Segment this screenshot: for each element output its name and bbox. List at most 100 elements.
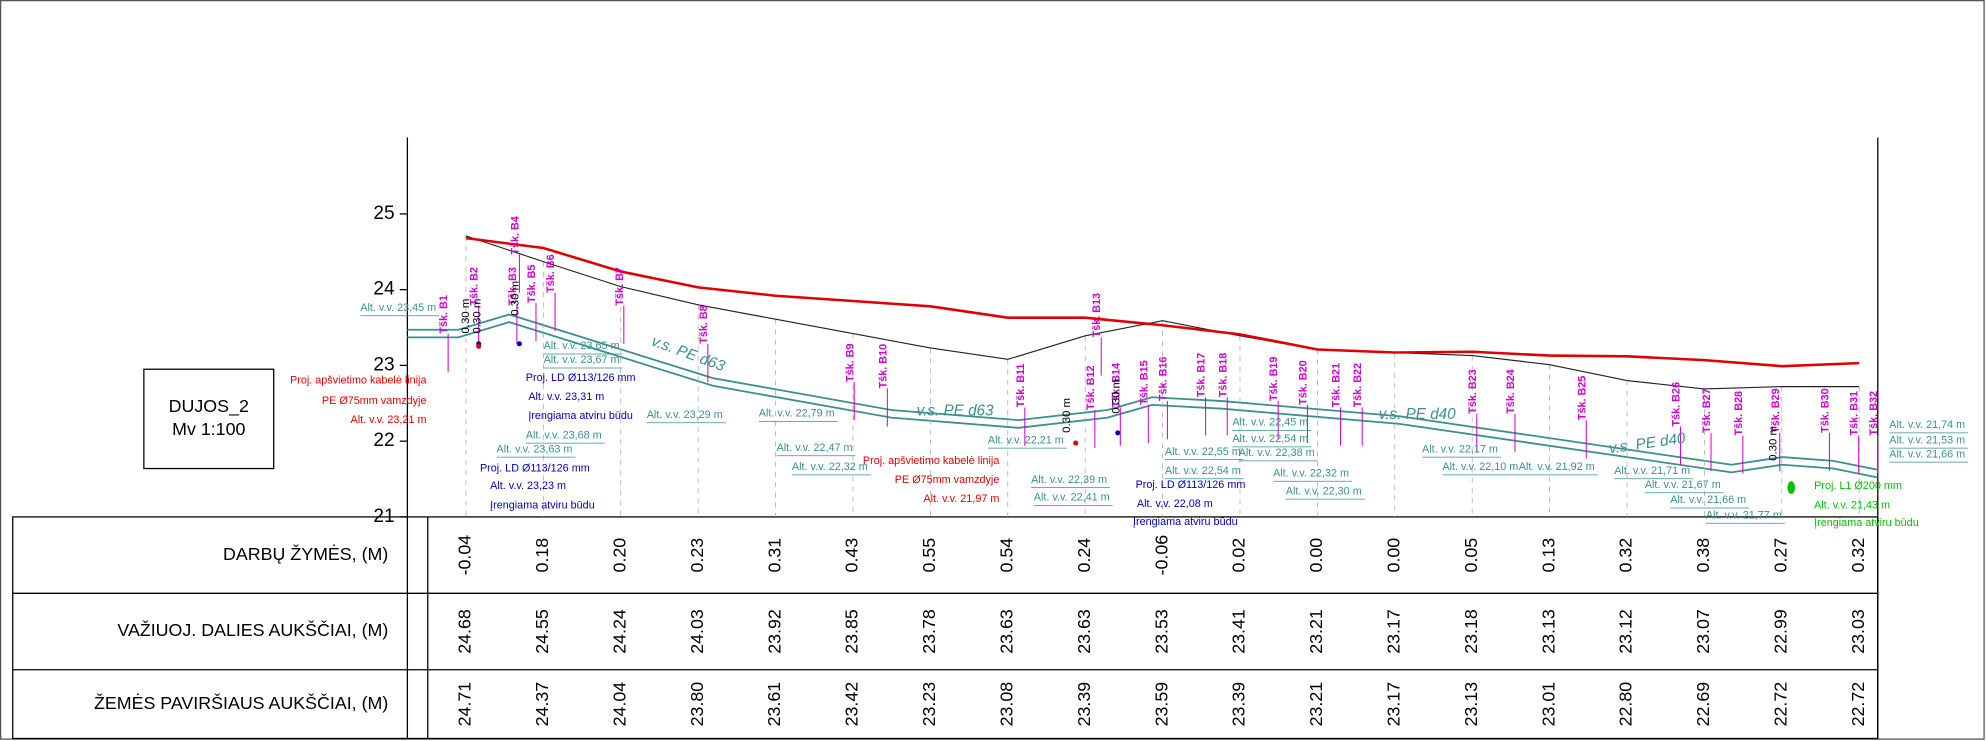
table-frame: [12, 516, 1879, 740]
y-tick-label: 23: [373, 354, 394, 375]
pipe-elevation: Alt. v.v. 22,32 m: [1273, 467, 1349, 479]
cell-value: 23.21: [1306, 609, 1326, 654]
pipe-elevation: Alt. v.v. 22,30 m: [1286, 485, 1362, 497]
point-label: Tšk. B12: [1085, 365, 1097, 409]
point-label: Tšk. B28: [1733, 391, 1745, 435]
pipe-elevation: Alt. v.v. 21,74 m: [1889, 419, 1965, 431]
pipe-elevation: Alt. v.v. 22,54 m: [1165, 465, 1241, 477]
cell-value: 0.24: [1074, 538, 1094, 573]
utility-marker: [476, 343, 482, 349]
point-label: Tšk. B23: [1467, 369, 1479, 413]
sewer-marker: [1787, 481, 1796, 494]
pipe-elevation: Alt. v.v. 22,45 m: [1232, 417, 1308, 429]
utility-label: Alt. v.v. 23,31 m: [528, 391, 604, 403]
point-label: Tšk. B27: [1701, 388, 1713, 432]
pipe-elevation: Alt. v.v. 23,65 m: [544, 340, 620, 352]
pipe-elevation: Alt. v.v. 22,39 m: [1031, 474, 1107, 486]
pipe-elevation: Alt. v.v. 21,77 m: [1706, 510, 1782, 522]
cell-value: 23.07: [1693, 609, 1713, 654]
utility-marker: [516, 341, 522, 347]
row-label: VAŽIUOJ. DALIES AUKŠČIAI, (M): [117, 619, 388, 640]
depth-label: 0.30 m: [1061, 398, 1073, 433]
cell-value: 23.53: [1151, 609, 1171, 654]
cell-value: 22.99: [1771, 609, 1791, 654]
cell-value: 23.13: [1538, 609, 1558, 654]
cell-value: 23.23: [919, 682, 939, 727]
pipe-elevation: Alt. v.v. 21,71 m: [1614, 465, 1690, 477]
box-scale: Mv 1:100: [172, 419, 245, 439]
utility-marker: [1073, 440, 1079, 446]
cell-value: 0.02: [1229, 538, 1249, 573]
cell-value: 23.03: [1848, 609, 1868, 654]
cell-value: 0.23: [687, 538, 707, 573]
pipe-bottom: [407, 321, 1878, 479]
point-label: Tšk. B21: [1331, 363, 1343, 407]
pipe-elevation: Alt. v.v. 22,10 m: [1442, 461, 1518, 473]
cell-value: 23.78: [919, 609, 939, 654]
cell-value: 0.54: [996, 538, 1016, 573]
cell-value: 0.00: [1306, 538, 1326, 573]
cell-value: 0.05: [1461, 538, 1481, 573]
y-tick-label: 25: [373, 203, 394, 224]
point-label: Tšk. B18: [1217, 353, 1229, 397]
utility-label: Įrengiama atviru būdu: [1133, 516, 1238, 528]
utility-label: Alt. v.v. 23,23 m: [490, 480, 566, 492]
utility-label: Alt. v.v. 21,43 m: [1814, 499, 1890, 511]
point-label: Tšk. B25: [1576, 376, 1588, 420]
point-label: Tšk. B13: [1091, 293, 1103, 337]
utility-label: Proj. LD Ø113/126 mm: [480, 462, 590, 474]
pipe-elevation: Alt. v.v. 22,47 m: [777, 442, 853, 454]
cell-value: 0.00: [1383, 538, 1403, 573]
depth-label: 0.30 m: [1767, 426, 1779, 461]
point-label: Tšk. B17: [1196, 353, 1208, 397]
cell-value: 23.63: [1074, 609, 1094, 654]
cell-value: 23.17: [1383, 682, 1403, 727]
cell-value: -0.06: [1151, 535, 1171, 576]
point-label: Tšk. B31: [1849, 391, 1861, 435]
cell-value: 0.43: [842, 538, 862, 573]
cell-value: 24.71: [455, 682, 475, 727]
row-label: DARBŲ ŽYMĖS, (M): [223, 543, 388, 564]
pipe-elevation: Alt. v.v. 22,41 m: [1034, 492, 1110, 504]
pipe-elevation: Alt. v.v. 21,53 m: [1889, 434, 1965, 446]
cell-value: 23.41: [1229, 609, 1249, 654]
utility-label: Alt. v.v. 22,08 m: [1137, 498, 1213, 510]
point-label: Tšk. B11: [1015, 364, 1027, 408]
utility-label: PE Ø75mm vamzdyje: [895, 474, 1000, 486]
point-label: Tšk. B1: [438, 295, 450, 333]
cell-value: 23.01: [1538, 682, 1558, 727]
cell-value: 23.18: [1461, 609, 1481, 654]
pipe-elevation: Alt. v.v. 23,29 m: [647, 409, 723, 421]
cell-value: 23.39: [1229, 682, 1249, 727]
pipe-elevation: Alt. v.v. 21,67 m: [1645, 479, 1721, 491]
ground-line: [465, 235, 1860, 390]
point-label: Tšk. B2: [469, 267, 481, 305]
point-label: Tšk. B14: [1110, 363, 1122, 407]
cell-value: 0.13: [1538, 538, 1558, 573]
point-label: Tšk. B19: [1268, 357, 1280, 401]
point-label: Tšk. B24: [1505, 369, 1517, 413]
cell-value: 24.03: [687, 609, 707, 654]
depth-label: 0.30 m: [471, 299, 483, 334]
utility-label: Proj. LD Ø113/126 mm: [526, 372, 636, 384]
cell-value: 23.59: [1151, 682, 1171, 727]
point-label: Tšk. B30: [1819, 388, 1831, 432]
point-label: Tšk. B3: [507, 267, 519, 305]
pipe-elevation: Alt. v.v. 23,68 m: [526, 429, 602, 441]
utility-label: Alt. v.v. 21,97 m: [923, 493, 999, 505]
pipe-label: v.s. PE d63: [917, 402, 994, 419]
cell-value: 22.72: [1848, 682, 1868, 727]
pipe-elevation: Alt. v.v. 23,45 m: [360, 302, 436, 314]
utility-label: Alt. v.v. 23,21 m: [351, 414, 427, 426]
cell-value: 23.08: [996, 682, 1016, 727]
point-label: Tšk. B15: [1138, 360, 1150, 404]
cell-value: 0.18: [532, 538, 552, 573]
y-tick-label: 21: [373, 506, 394, 527]
cell-value: 23.42: [842, 682, 862, 727]
pipe-elevation: Alt. v.v. 23,63 m: [497, 443, 573, 455]
y-tick-label: 24: [373, 279, 395, 300]
depth-label: 0.30 m: [1111, 379, 1123, 414]
cell-value: 24.04: [609, 682, 629, 727]
road-line: [465, 236, 1860, 368]
cell-value: 23.13: [1461, 682, 1481, 727]
